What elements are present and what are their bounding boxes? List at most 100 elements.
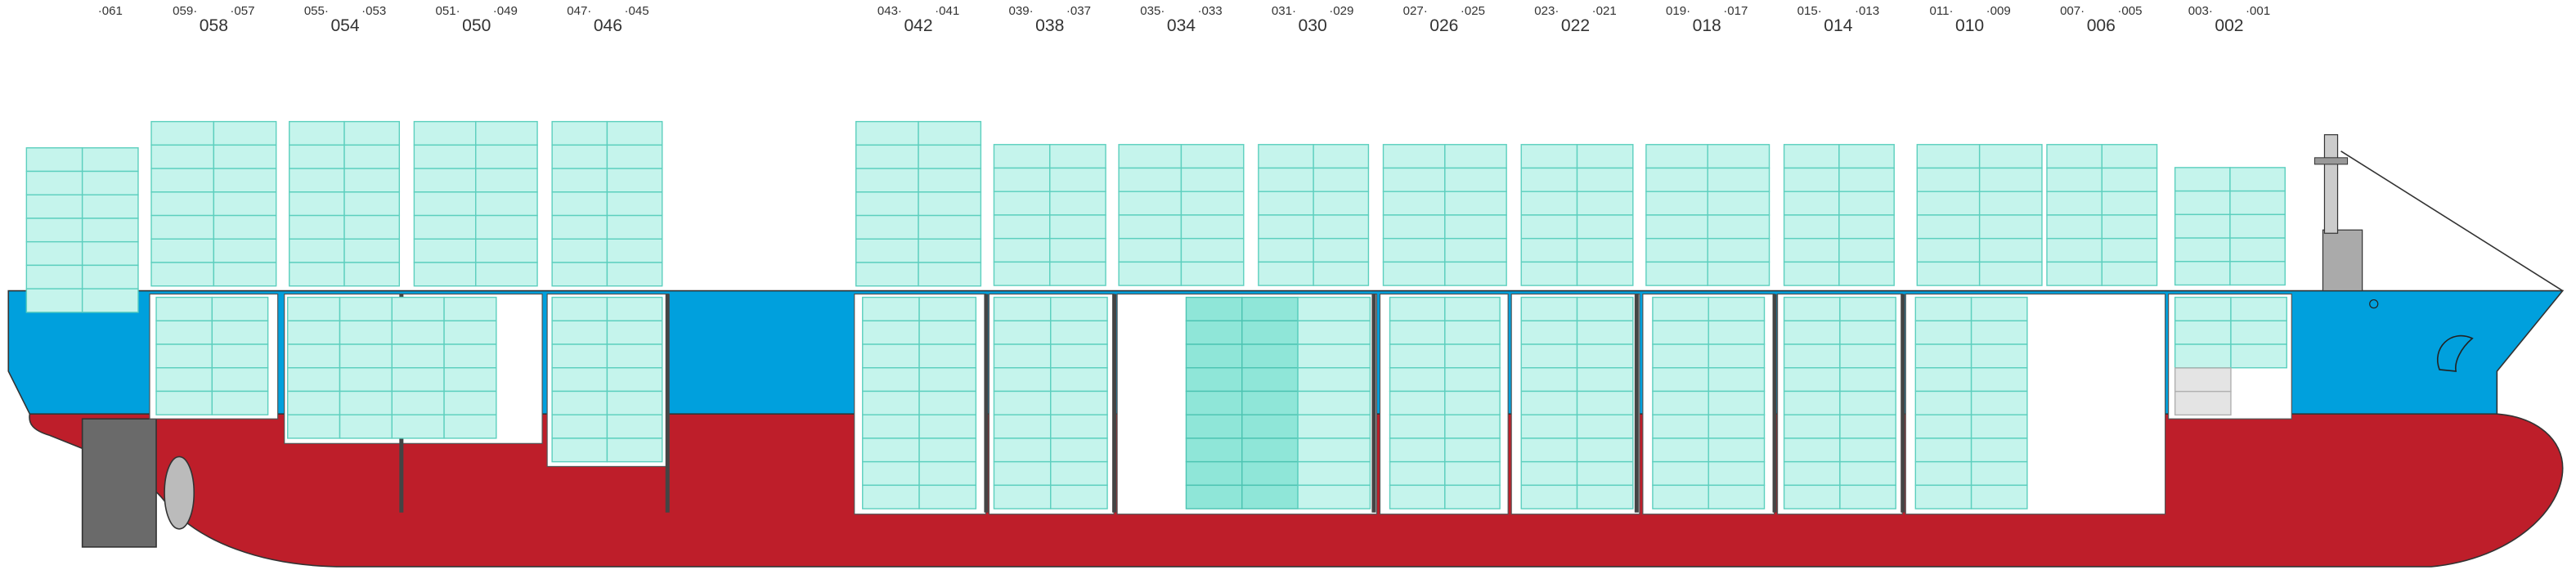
container [289,238,345,263]
container [1783,261,1840,286]
container [1914,460,1972,487]
container [1050,414,1108,439]
container [1258,167,1314,192]
container [1389,484,1446,509]
container [2174,320,2232,345]
container [918,262,982,287]
container [862,343,920,369]
container [1916,167,1981,192]
container [1914,390,1972,415]
container [1389,296,1446,321]
container [1185,484,1243,509]
container [475,214,538,240]
container [1297,484,1371,509]
container [551,367,608,393]
container [2046,214,2103,240]
container [1576,214,1634,240]
container [1520,320,1578,345]
container [551,144,608,169]
container [1118,261,1183,286]
container [289,191,345,217]
container [855,144,919,169]
mast [2323,134,2339,234]
container [1576,167,1634,192]
container [339,414,393,439]
container [1050,343,1108,369]
container [1970,390,2028,415]
container [1652,460,1709,487]
hull-mark [2369,298,2379,309]
container [1520,414,1578,439]
container [1185,438,1243,463]
container [1258,191,1314,216]
bulkhead [1112,294,1117,513]
container [1914,296,1972,321]
container [339,320,393,345]
container [1576,343,1634,369]
bay-sub-label: 003· [2188,4,2213,18]
container [343,144,401,169]
container [918,214,982,240]
container [1839,343,1896,369]
container [1520,261,1578,286]
bay-sub-label: 055· [304,4,329,18]
container [1444,214,1507,240]
container [1180,214,1245,240]
container [1970,414,2028,439]
container [918,367,977,393]
container [475,238,538,263]
container [551,191,608,217]
container [1444,438,1501,463]
bay-sub-label: ·037 [1066,4,1091,18]
bay-sub-label: ·005 [2117,4,2142,18]
container [81,194,139,219]
container [475,168,538,193]
bay-sub-label: ·045 [625,4,649,18]
container [606,414,663,439]
container [862,296,920,321]
container [1444,167,1507,192]
container [1708,438,1766,463]
container [475,120,538,146]
bay-sub-label: ·061 [98,4,123,18]
bulkhead [1772,294,1777,513]
container [1389,438,1446,463]
container [1783,460,1841,487]
container [1914,414,1972,439]
container [1916,261,1981,286]
container [475,144,538,169]
container [1444,144,1507,169]
container [1313,144,1370,169]
container [1313,167,1370,192]
container [289,262,345,287]
container [1652,484,1709,509]
container [1389,460,1446,487]
container [1576,414,1634,439]
container [1783,167,1840,192]
container [1576,484,1634,509]
container [855,214,919,240]
container [993,484,1052,509]
container [1180,261,1245,286]
container [343,120,401,146]
container [1118,214,1183,240]
container [343,262,401,287]
container [855,120,919,146]
container [1978,214,2043,240]
container [1520,390,1578,415]
container [1970,296,2028,321]
container [391,414,445,439]
bay-label: 058 [200,16,228,35]
container [343,238,401,263]
container [150,214,215,240]
bay-sub-label: 031· [1272,4,1296,18]
container [551,214,608,240]
container [339,296,393,321]
container [1389,414,1446,439]
propeller [164,456,195,530]
container [1708,343,1766,369]
container [606,262,663,287]
container [918,168,982,193]
container [1382,237,1446,263]
container [1520,144,1578,169]
